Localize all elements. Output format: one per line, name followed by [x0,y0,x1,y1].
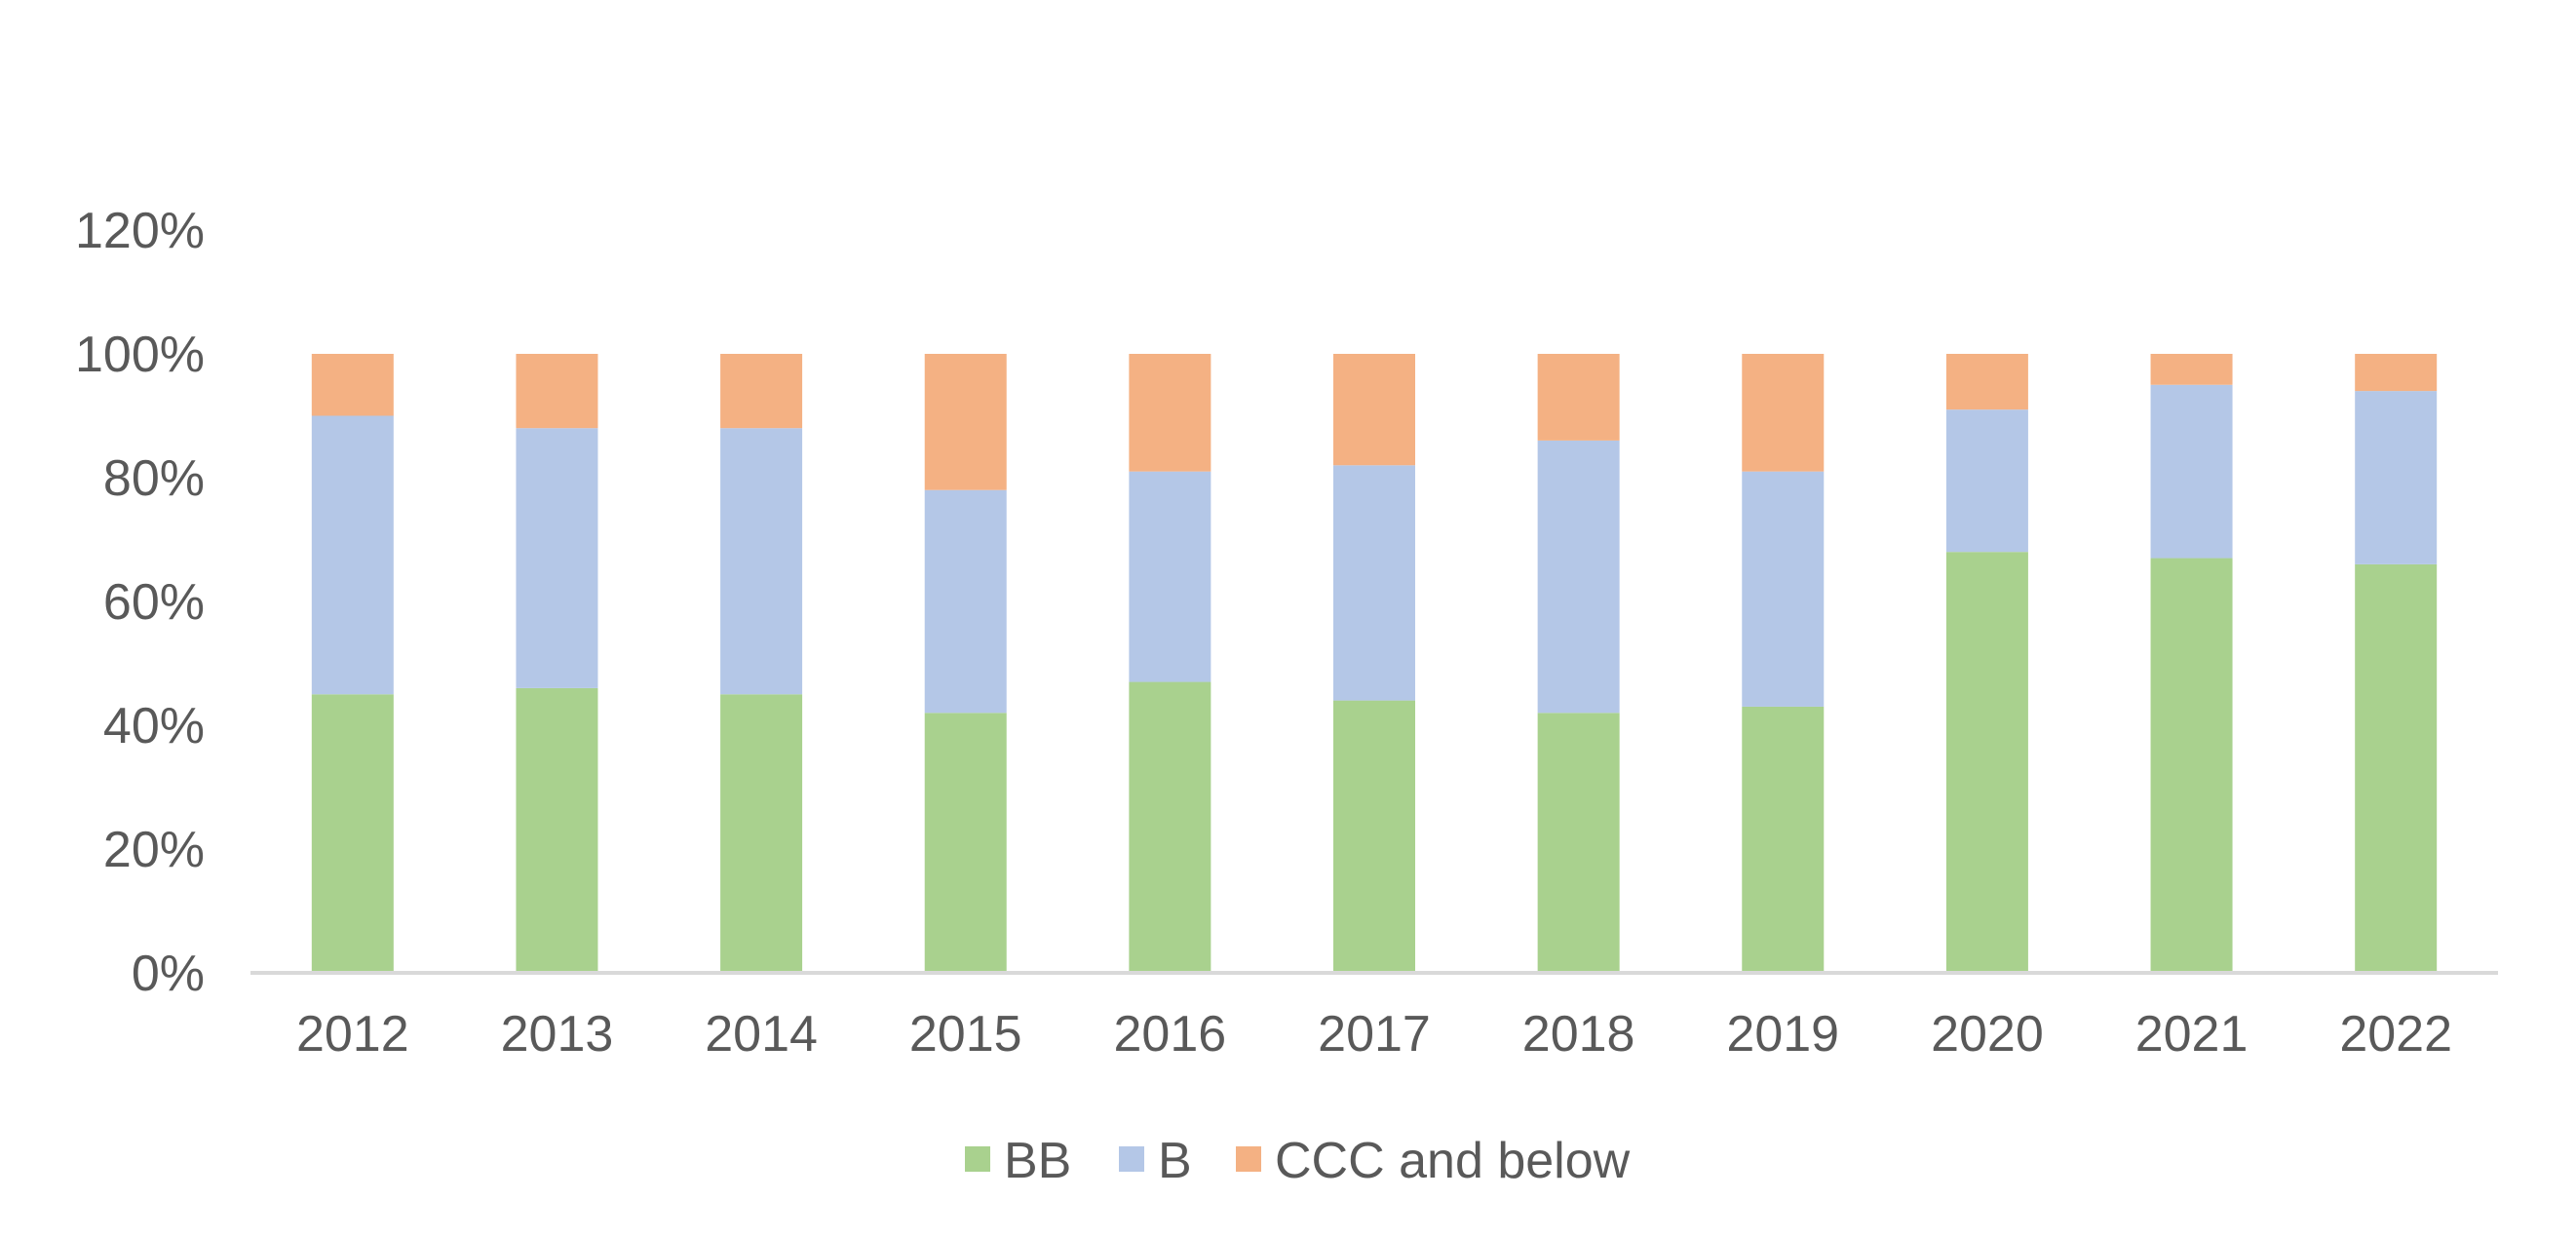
bar-bb-2013 [516,687,598,973]
x-tick-label: 2012 [296,1006,409,1063]
y-tick-label: 20% [103,822,205,878]
x-tick-label: 2020 [1931,1006,2044,1063]
y-tick-label: 40% [103,698,205,754]
bar-bb-2017 [1333,700,1415,973]
bar-b-2013 [516,428,598,688]
bar-ccc-and-below-2021 [2150,354,2233,385]
x-tick-label: 2013 [501,1006,614,1063]
x-tick-label: 2015 [909,1006,1022,1063]
x-tick-label: 2016 [1114,1006,1227,1063]
legend: BB B CCC and below [965,1133,1631,1189]
y-tick-label: 80% [103,450,205,507]
bars [311,354,2438,973]
x-tick-label: 2021 [2135,1006,2249,1063]
bar-b-2017 [1333,465,1415,701]
x-tick-label: 2014 [705,1006,818,1063]
bar-ccc-and-below-2016 [1129,354,1211,472]
bar-bb-2014 [720,694,803,973]
y-tick-label: 120% [75,203,205,259]
legend-swatch-ccc-and-below [1236,1146,1261,1172]
y-tick-label: 0% [132,946,205,1002]
bar-ccc-and-below-2012 [311,354,394,416]
bar-ccc-and-below-2022 [2355,354,2438,392]
x-tick-label: 2017 [1318,1006,1431,1063]
bar-b-2018 [1537,440,1620,714]
y-tick-label: 60% [103,574,205,631]
bar-ccc-and-below-2013 [516,354,598,429]
bar-bb-2022 [2355,563,2438,973]
bar-ccc-and-below-2019 [1742,354,1825,472]
x-axis-ticks: 2012 2013 2014 2015 2016 2017 2018 2019 2020 2021… [296,1006,2452,1063]
bar-ccc-and-below-2015 [924,354,1007,490]
bar-bb-2018 [1537,713,1620,973]
x-tick-label: 2019 [1726,1006,1839,1063]
bar-bb-2012 [311,694,394,973]
bar-bb-2016 [1129,681,1211,973]
bar-ccc-and-below-2020 [1945,354,2028,410]
legend-label-bb: BB [1004,1133,1071,1189]
legend-label-b: B [1158,1133,1192,1189]
bar-bb-2019 [1742,706,1825,973]
bar-b-2015 [924,489,1007,714]
bar-b-2012 [311,415,394,695]
bar-ccc-and-below-2017 [1333,354,1415,466]
y-tick-label: 100% [75,327,205,383]
bar-b-2020 [1945,409,2028,553]
bar-bb-2015 [924,713,1007,973]
bar-bb-2020 [1945,552,2028,973]
y-axis-ticks: 0% 20% 40% 60% 80% 100% 120% [75,203,205,1002]
bar-ccc-and-below-2014 [720,354,803,429]
x-tick-label: 2018 [1522,1006,1635,1063]
x-tick-label: 2022 [2339,1006,2452,1063]
bar-b-2019 [1742,471,1825,707]
legend-label-ccc-and-below: CCC and below [1275,1133,1631,1189]
bar-bb-2021 [2150,558,2233,973]
bar-b-2022 [2355,391,2438,564]
bar-b-2021 [2150,384,2233,559]
legend-swatch-bb [965,1146,990,1172]
bar-b-2014 [720,428,803,695]
bar-b-2016 [1129,471,1211,682]
legend-swatch-b [1119,1146,1144,1172]
bar-ccc-and-below-2018 [1537,354,1620,441]
